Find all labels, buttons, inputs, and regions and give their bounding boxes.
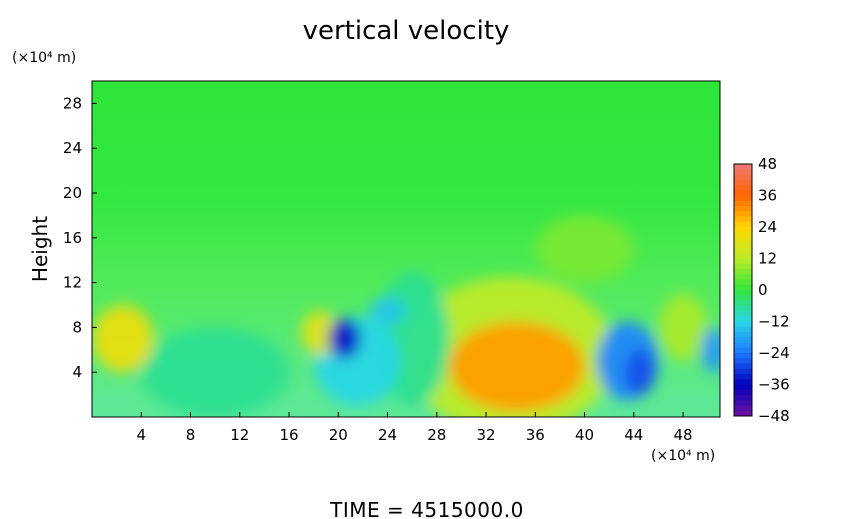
y-tick-label: 20 bbox=[63, 184, 82, 202]
colorbar-tick-label: 0 bbox=[758, 281, 768, 299]
colorbar-segment bbox=[734, 290, 752, 296]
colorbar-segment bbox=[734, 279, 752, 286]
colorbar-tick-label: 12 bbox=[758, 250, 777, 268]
y-tick-label: 12 bbox=[63, 274, 82, 292]
colorbar-segment bbox=[734, 295, 752, 301]
y-tick-label: 16 bbox=[63, 229, 82, 247]
colorbar: 48 36 24 12 0 −12 −24 −36 −48 bbox=[733, 155, 790, 425]
x-axis-ticks: 4 8 12 16 20 24 28 32 36 40 44 48 bbox=[136, 412, 693, 444]
colorbar-segment bbox=[734, 206, 752, 212]
colorbar-segment bbox=[734, 284, 752, 291]
y-axis-unit: (×10⁴ m) bbox=[12, 50, 76, 66]
colorbar-segment bbox=[734, 248, 752, 254]
velocity-feature bbox=[369, 297, 406, 325]
y-tick-label: 8 bbox=[72, 318, 82, 336]
colorbar-segment bbox=[734, 410, 752, 417]
colorbar-segment bbox=[734, 232, 752, 238]
x-tick-label: 28 bbox=[427, 426, 446, 444]
colorbar-segment bbox=[734, 405, 752, 412]
colorbar-segment bbox=[734, 253, 752, 259]
velocity-feature bbox=[535, 215, 634, 283]
colorbar-tick-label: −12 bbox=[758, 313, 790, 331]
colorbar-segment bbox=[734, 316, 752, 322]
colorbar-segment bbox=[734, 389, 752, 396]
velocity-features bbox=[92, 215, 720, 417]
colorbar-tick-label: 36 bbox=[758, 187, 777, 205]
colorbar-segment bbox=[734, 374, 752, 380]
plot-frame bbox=[91, 80, 721, 418]
colorbar-segment bbox=[734, 395, 752, 401]
colorbar-segment bbox=[734, 326, 752, 333]
velocity-feature bbox=[658, 293, 708, 361]
chart-title: vertical velocity bbox=[303, 16, 510, 46]
colorbar-segment bbox=[734, 347, 752, 354]
colorbar-segment bbox=[734, 353, 752, 359]
velocity-feature bbox=[328, 318, 361, 359]
y-tick-label: 4 bbox=[72, 363, 82, 381]
x-axis-unit: (×10⁴ m) bbox=[651, 448, 715, 464]
colorbar-segment bbox=[734, 363, 752, 370]
colorbar-segment bbox=[734, 195, 752, 202]
colorbar-segment bbox=[734, 321, 752, 328]
colorbar-segment bbox=[734, 242, 752, 249]
plot-area bbox=[91, 80, 721, 418]
colorbar-segment bbox=[734, 263, 752, 270]
velocity-feature bbox=[141, 327, 289, 417]
colorbar-segment bbox=[734, 358, 752, 364]
colorbar-segment bbox=[734, 311, 752, 317]
colorbar-segment bbox=[734, 179, 752, 186]
time-label: TIME = 4515000.0 bbox=[329, 498, 524, 519]
x-tick-label: 4 bbox=[136, 426, 146, 444]
velocity-feature bbox=[92, 305, 154, 373]
colorbar-segment bbox=[734, 300, 752, 307]
velocity-feature bbox=[625, 349, 655, 395]
colorbar-segment bbox=[734, 190, 752, 196]
colorbar-segment bbox=[734, 274, 752, 280]
colorbar-segment bbox=[734, 368, 752, 375]
colorbar-segment bbox=[734, 400, 752, 406]
y-tick-label: 28 bbox=[63, 94, 82, 112]
colorbar-tick-label: 24 bbox=[758, 218, 777, 236]
x-tick-label: 32 bbox=[476, 426, 495, 444]
x-tick-label: 16 bbox=[279, 426, 298, 444]
colorbar-segment bbox=[734, 211, 752, 217]
colorbar-segment bbox=[734, 332, 752, 338]
colorbar-segment bbox=[734, 269, 752, 275]
y-tick-label: 24 bbox=[63, 139, 82, 157]
colorbar-segment bbox=[734, 305, 752, 312]
colorbar-segment bbox=[734, 379, 752, 385]
colorbar-segment bbox=[734, 174, 752, 181]
colorbar-frame bbox=[733, 163, 753, 417]
velocity-feature bbox=[301, 310, 339, 356]
colorbar-segment bbox=[734, 185, 752, 191]
x-tick-label: 8 bbox=[186, 426, 196, 444]
y-axis-label: Height bbox=[28, 216, 52, 282]
colorbar-tick-label: −36 bbox=[758, 376, 790, 394]
colorbar-segment bbox=[734, 164, 752, 170]
colorbar-segment bbox=[734, 216, 752, 223]
x-tick-label: 24 bbox=[378, 426, 397, 444]
y-axis-ticks: 4 8 12 16 20 24 28 bbox=[63, 94, 97, 381]
x-tick-label: 44 bbox=[624, 426, 643, 444]
colorbar-tick-label: −24 bbox=[758, 344, 790, 362]
colorbar-segment bbox=[734, 169, 752, 175]
colorbar-segment bbox=[734, 237, 752, 244]
colorbar-segment bbox=[734, 337, 752, 343]
colorbar-segment bbox=[734, 200, 752, 207]
colorbar-tick-label: 48 bbox=[758, 155, 777, 173]
x-tick-label: 48 bbox=[674, 426, 693, 444]
x-tick-label: 40 bbox=[575, 426, 594, 444]
colorbar-tick-label: −48 bbox=[758, 407, 790, 425]
x-tick-label: 20 bbox=[329, 426, 348, 444]
colorbar-segment bbox=[734, 258, 752, 265]
velocity-feature bbox=[449, 321, 585, 412]
colorbar-segment bbox=[734, 227, 752, 233]
velocity-feature bbox=[701, 327, 720, 373]
colorbar-segment bbox=[734, 384, 752, 391]
colorbar-segment bbox=[734, 342, 752, 349]
colorbar-segment bbox=[734, 221, 752, 228]
x-tick-label: 12 bbox=[230, 426, 249, 444]
x-tick-label: 36 bbox=[526, 426, 545, 444]
